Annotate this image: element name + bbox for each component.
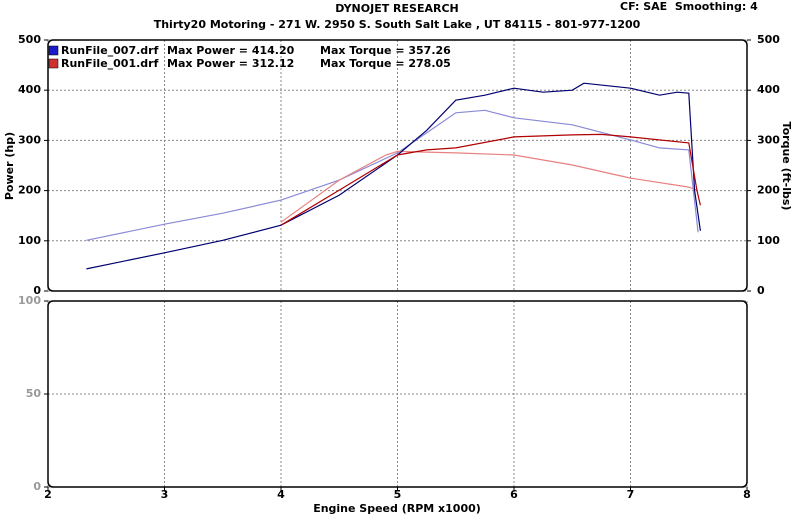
legend-max-torque: Max Torque = 278.05 — [320, 57, 451, 70]
y-tick-label: 0 — [33, 480, 41, 493]
legend-swatch — [48, 45, 59, 56]
chart-note: CF: SAE Smoothing: 4 — [620, 0, 758, 13]
data-line — [280, 150, 698, 223]
y2-axis-label: Torque (ft-lbs) — [780, 122, 793, 211]
y-tick-label: 200 — [18, 184, 41, 197]
legend-max-torque: Max Torque = 357.26 — [320, 44, 451, 57]
legend-swatch — [48, 58, 59, 69]
legend-label: RunFile_007.drf — [61, 44, 159, 57]
x-tick-label: 6 — [510, 488, 518, 501]
plot-frame — [47, 39, 748, 292]
y-tick-label: 300 — [18, 133, 41, 146]
x-axis-label: Engine Speed (RPM x1000) — [313, 502, 481, 515]
chart-title: DYNOJET RESEARCH — [335, 2, 458, 15]
y2-tick-label: 0 — [757, 284, 765, 297]
chart-subtitle: Thirty20 Motoring - 271 W. 2950 S. South… — [154, 18, 641, 31]
y-tick-label: 100 — [18, 294, 41, 307]
x-tick-label: 7 — [627, 488, 635, 501]
y2-tick-label: 500 — [757, 33, 780, 46]
legend-max-power: Max Power = 414.20 — [167, 44, 295, 57]
data-line — [86, 109, 699, 241]
y2-tick-label: 100 — [757, 234, 780, 247]
x-tick-label: 8 — [743, 488, 751, 501]
y-tick-label: 500 — [18, 33, 41, 46]
x-tick-label: 2 — [44, 488, 52, 501]
data-line — [280, 133, 701, 226]
legend-max-power: Max Power = 312.12 — [167, 57, 294, 70]
y2-tick-label: 200 — [757, 184, 780, 197]
y2-tick-label: 400 — [757, 83, 780, 96]
x-tick-label: 3 — [161, 488, 169, 501]
y-tick-label: 0 — [33, 284, 41, 297]
legend-label: RunFile_001.drf — [61, 57, 159, 70]
y-tick-label: 400 — [18, 83, 41, 96]
y2-tick-label: 300 — [757, 133, 780, 146]
y-tick-label: 100 — [18, 234, 41, 247]
x-tick-label: 4 — [277, 488, 285, 501]
x-tick-label: 5 — [394, 488, 402, 501]
y-axis-label: Power (hp) — [3, 132, 16, 200]
y-tick-label: 50 — [26, 387, 42, 400]
